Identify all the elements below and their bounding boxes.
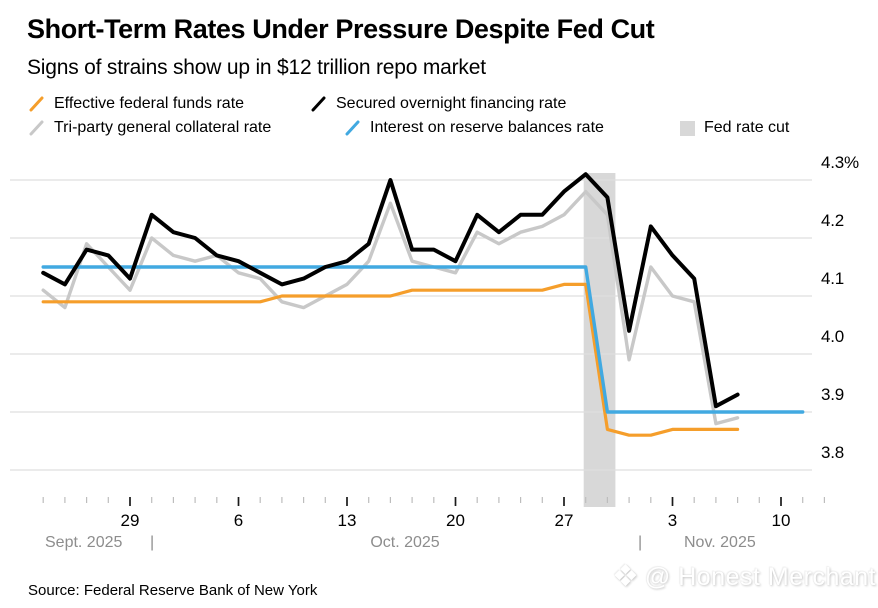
legend-label: Fed rate cut [704, 119, 790, 136]
month-separator: | [150, 534, 155, 551]
month-separator: | [638, 534, 643, 551]
month-label-nov: Nov. 2025 [684, 534, 756, 551]
orange-slash-icon [29, 96, 44, 112]
x-axis-tick-label: 3 [667, 511, 678, 530]
month-label-oct: Oct. 2025 [370, 534, 440, 551]
page-title: Short-Term Rates Under Pressure Despite … [27, 14, 655, 44]
watermark: ❖ @ Honest Merchant [612, 562, 876, 592]
band-swatch-icon [680, 120, 695, 136]
x-axis-tick-label: 6 [233, 511, 244, 530]
legend-item-tgcr: Tri-party general collateral rate [28, 118, 271, 138]
x-axis-tick-label: 13 [337, 511, 357, 530]
y-axis-tick-label: 3.9 [821, 385, 845, 404]
legend-item-iorb: Interest on reserve balances rate [344, 118, 604, 138]
watermark-text: @ Honest Merchant [644, 562, 877, 591]
blue-slash-icon [345, 120, 360, 136]
legend-label: Tri-party general collateral rate [54, 119, 272, 136]
page-subtitle: Signs of strains show up in $12 trillion… [27, 56, 486, 79]
gray-slash-icon [29, 120, 44, 136]
y-axis-tick-label: 4.3% [821, 153, 859, 172]
legend-item-effr: Effective federal funds rate [28, 94, 244, 114]
source-note: Source: Federal Reserve Bank of New York [28, 582, 318, 599]
y-axis-tick-label: 3.8 [821, 443, 845, 462]
x-axis-tick-label: 29 [120, 511, 140, 530]
legend-label: Interest on reserve balances rate [370, 119, 604, 136]
legend-label: Secured overnight financing rate [336, 95, 567, 112]
month-label-sept: Sept. 2025 [45, 534, 123, 551]
x-axis-tick-label: 20 [446, 511, 465, 530]
legend-item-sofr: Secured overnight financing rate [310, 94, 566, 114]
legend-item-fed-rate-cut: Fed rate cut [680, 118, 789, 138]
y-axis-tick-label: 4.1 [821, 269, 845, 288]
x-axis-tick-label: 27 [554, 511, 574, 530]
y-axis-tick-label: 4.2 [821, 211, 845, 230]
y-axis-tick-label: 4.0 [821, 327, 845, 346]
x-axis-tick-label: 10 [771, 511, 791, 530]
legend-label: Effective federal funds rate [54, 95, 245, 112]
gem-icon: ❖ [612, 560, 639, 593]
black-slash-icon [311, 96, 326, 112]
